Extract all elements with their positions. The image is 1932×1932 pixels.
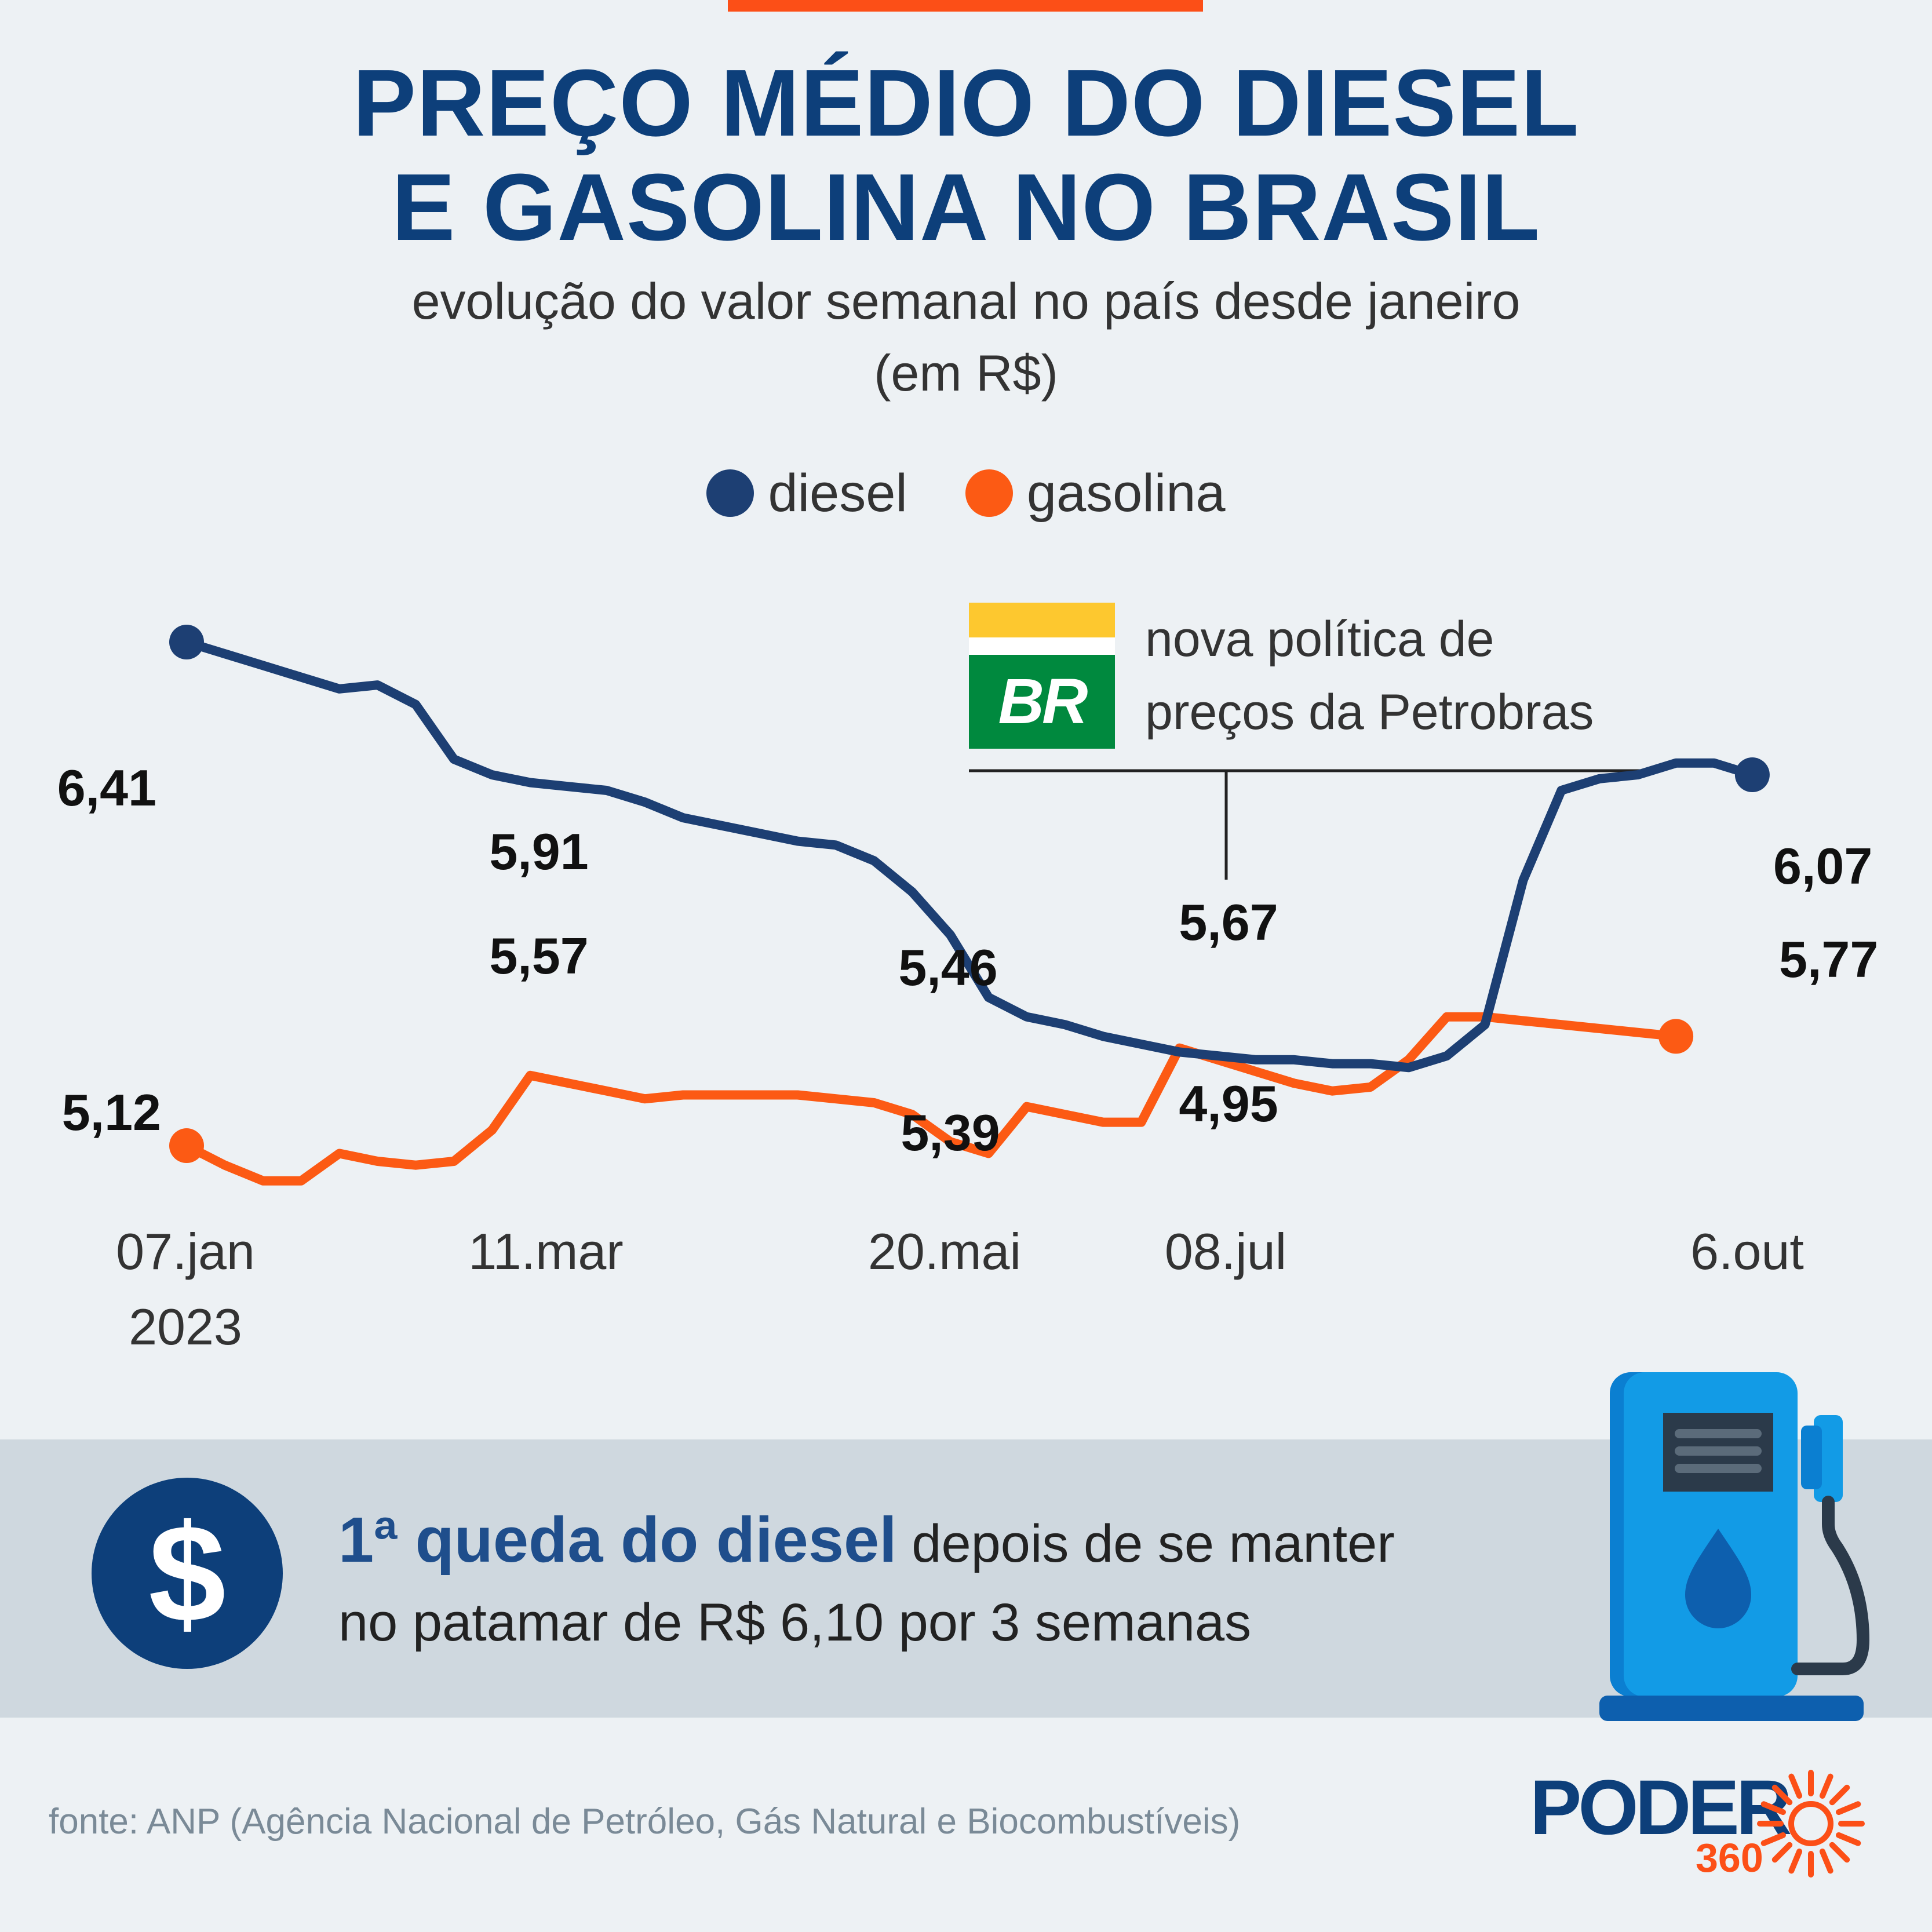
sun-ray: [1771, 1784, 1793, 1806]
data-label-diesel-0: 6,41: [57, 759, 156, 816]
sun-ray: [1819, 1773, 1833, 1799]
x-tick-label-19: 20.mai: [868, 1223, 1021, 1280]
x-tick-label-9: 11.mar: [468, 1223, 623, 1280]
subtitle-line-1: evolução do valor semanal no país desde …: [411, 272, 1521, 330]
sun-ray: [1829, 1842, 1850, 1863]
x-axis-labels: 07.jan 2023 11.mar 20.mai 08.jul 6.out: [116, 1223, 1804, 1355]
data-label-diesel-26: 4,95: [1179, 1075, 1278, 1132]
logo-poder-text: PODER: [1530, 1765, 1792, 1851]
legend-label-gasolina: gasolina: [1026, 463, 1226, 523]
series-line-diesel: [182, 637, 1757, 1073]
annotation-text: nova política de preços da Petrobras: [1145, 603, 1725, 749]
petrobras-br-logo: BR: [969, 603, 1115, 749]
data-label-gasolina-26: 5,67: [1179, 894, 1278, 951]
sun-core: [1788, 1801, 1833, 1846]
data-label-gasolina-39: 5,77: [1779, 931, 1878, 988]
end-point-diesel: [1734, 757, 1770, 793]
legend-label-diesel: diesel: [768, 463, 907, 523]
legend-item-diesel: diesel: [706, 463, 907, 524]
callout-text: 1ª queda do diesel depois de se manter n…: [338, 1501, 1395, 1662]
x-tick-label-0: 07.jan: [116, 1223, 255, 1280]
br-logo-yellow-band: [969, 603, 1115, 637]
callout-highlight: 1ª queda do diesel: [338, 1504, 897, 1576]
data-label-gasolina-0: 5,12: [62, 1084, 161, 1141]
chart-subtitle: evolução do valor semanal no país desde …: [0, 265, 1932, 409]
sun-ray: [1819, 1849, 1833, 1874]
data-label-gasolina-19: 5,46: [898, 939, 997, 996]
legend-dot-gasolina-icon: [965, 469, 1013, 517]
callout-line-2: no patamar de R$ 6,10 por 3 semanas: [338, 1593, 1252, 1652]
annotation-layer: [969, 769, 1661, 880]
start-point-gasolina: [169, 1128, 204, 1164]
title-line-1: PREÇO MÉDIO DO DIESEL: [352, 50, 1580, 156]
chart-title: PREÇO MÉDIO DO DIESEL E GASOLINA NO BRAS…: [0, 51, 1932, 260]
dollar-coin-icon: $: [92, 1478, 283, 1669]
br-logo-white-band: [969, 637, 1115, 655]
legend-item-gasolina: gasolina: [965, 463, 1226, 524]
series-line-gasolina: [182, 1012, 1681, 1186]
legend: diesel gasolina: [0, 461, 1932, 525]
logo-360-text: 360: [1696, 1835, 1763, 1880]
data-label-diesel-22: 5,39: [901, 1104, 1000, 1161]
start-point-diesel: [169, 625, 204, 659]
title-line-2: E GASOLINA NO BRASIL: [392, 154, 1540, 260]
sun-ray: [1788, 1849, 1803, 1874]
data-label-gasolina-9: 5,57: [489, 927, 588, 985]
top-accent-bar: [728, 0, 1203, 12]
end-point-gasolina: [1658, 1019, 1694, 1054]
fuel-pump-icon: [1599, 1372, 1870, 1721]
sun-ray: [1771, 1842, 1793, 1863]
annotation-line-2: preços da Petrobras: [1145, 684, 1594, 740]
sun-ray: [1836, 1801, 1861, 1816]
x-tick-label-39: 6.out: [1690, 1223, 1804, 1280]
sun-ray: [1788, 1773, 1803, 1799]
callout-line-1: 1ª queda do diesel depois de se manter: [338, 1501, 1395, 1583]
source-note: fonte: ANP (Agência Nacional de Petróleo…: [49, 1802, 1241, 1842]
sun-ray: [1760, 1801, 1786, 1816]
x-tick-label-year: 2023: [129, 1298, 242, 1355]
callout-rest: depois de se manter: [896, 1514, 1395, 1573]
legend-dot-diesel-icon: [706, 469, 754, 517]
poder360-logo: PODER 360: [1530, 1765, 1889, 1880]
line-chart: 6,41 5,91 5,39 4,95 6,07 5,12 5,57 5,46 5,67 5,77…: [57, 625, 1879, 1355]
subtitle-line-2: (em R$): [874, 344, 1058, 402]
data-label-diesel-39: 6,07: [1773, 837, 1872, 895]
series-layer: [169, 625, 1770, 1186]
sun-ray: [1836, 1832, 1861, 1846]
sun-ray: [1760, 1832, 1786, 1846]
br-logo-text: BR: [969, 655, 1115, 749]
data-label-diesel-9: 5,91: [489, 823, 588, 880]
x-tick-label-26: 08.jul: [1165, 1223, 1286, 1280]
logo-sun-icon: [1757, 1770, 1865, 1878]
labels-layer: 6,41 5,91 5,39 4,95 6,07 5,12 5,57 5,46 5,67 5,77: [57, 759, 1879, 1161]
annotation-line-1: nova política de: [1145, 611, 1494, 667]
sun-ray: [1829, 1784, 1850, 1806]
